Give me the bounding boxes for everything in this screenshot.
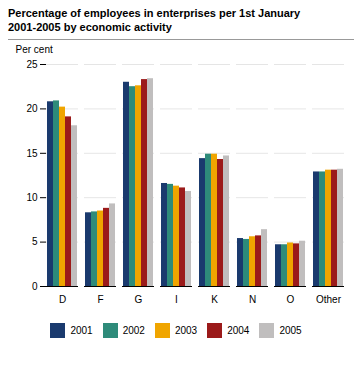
svg-text:15: 15 — [26, 147, 38, 158]
svg-text:N: N — [249, 293, 256, 304]
svg-text:25: 25 — [26, 58, 38, 69]
svg-text:5: 5 — [32, 236, 38, 247]
html-text:2003: 2003 — [174, 324, 198, 336]
html-text:2004: 2004 — [227, 324, 250, 336]
svg-text:Per cent: Per cent — [16, 43, 53, 54]
svg-text:Other: Other — [316, 293, 342, 304]
svg-text:10: 10 — [26, 191, 38, 202]
svg-text:F: F — [97, 293, 103, 304]
svg-text:20: 20 — [26, 103, 38, 114]
html-text:2001-2005 by economic activity: 2001-2005 by economic activity — [8, 21, 172, 34]
html-text:2001: 2001 — [70, 324, 93, 336]
svg-text:D: D — [59, 293, 66, 304]
html-text:2005: 2005 — [279, 324, 302, 336]
svg-text:O: O — [287, 293, 295, 304]
html-text:2002: 2002 — [122, 324, 145, 336]
svg-text:K: K — [211, 293, 218, 304]
svg-text:G: G — [135, 293, 143, 304]
html-text:Percentage of employees in ent: Percentage of employees in enterprises p… — [8, 7, 301, 19]
svg-text:0: 0 — [32, 280, 38, 291]
svg-text:I: I — [175, 293, 178, 304]
